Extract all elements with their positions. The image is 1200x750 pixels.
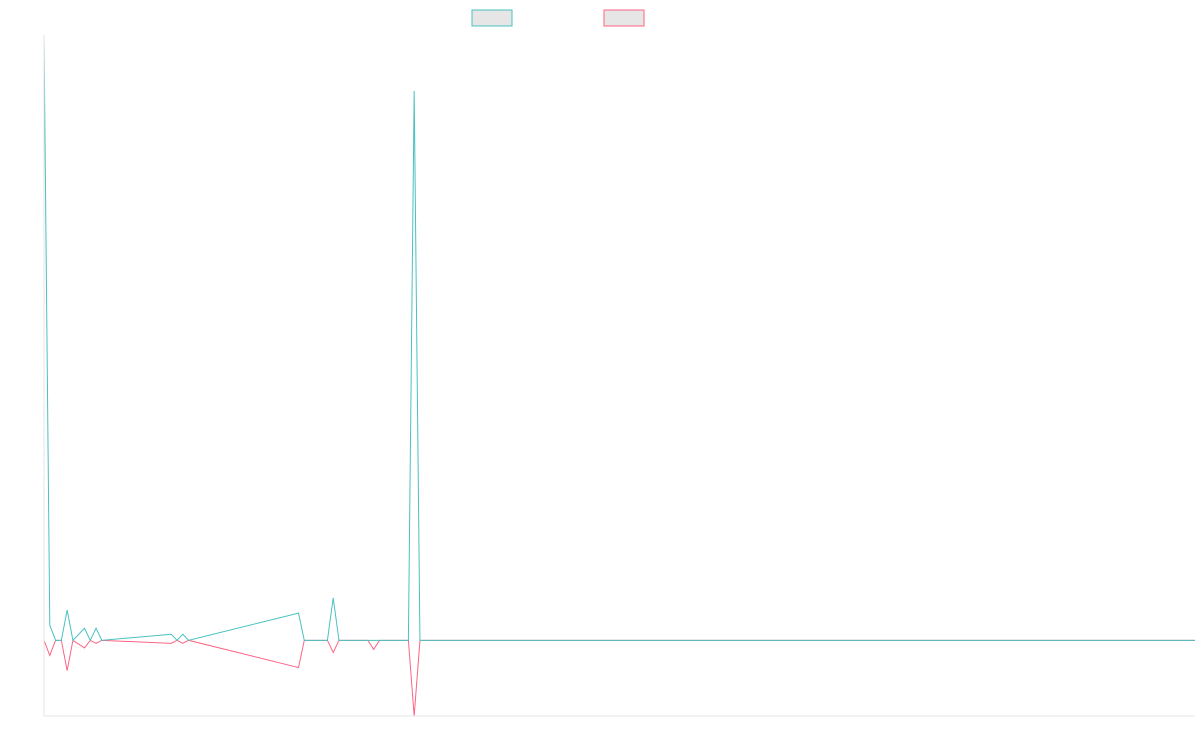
legend-item-series-1[interactable]	[471, 9, 513, 27]
series-line-2	[43, 639, 1195, 717]
legend	[471, 9, 645, 27]
plot-area	[43, 34, 1195, 717]
legend-item-series-2[interactable]	[603, 9, 645, 27]
series-line-1	[43, 34, 1195, 642]
